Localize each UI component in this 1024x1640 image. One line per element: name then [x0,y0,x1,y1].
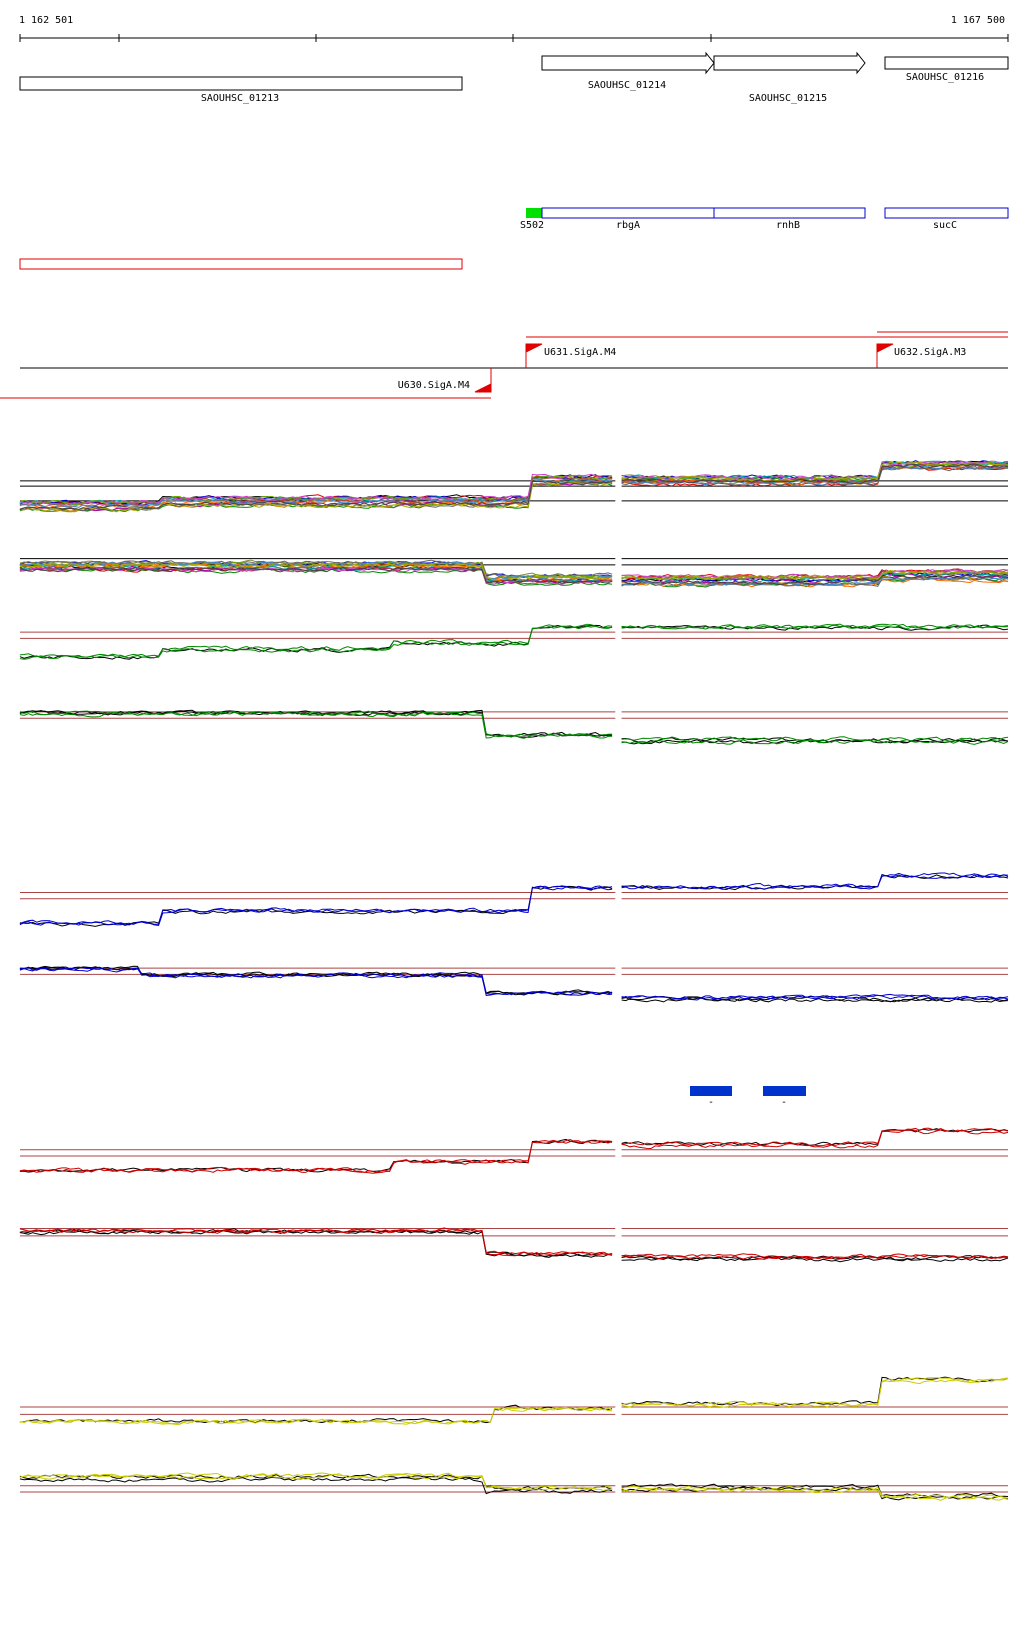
trace [621,994,1009,1001]
region-box [19,258,463,270]
trace [19,566,613,584]
trace [621,1378,1009,1408]
feature-label: rnhB [776,220,800,231]
trace [621,569,1009,580]
condition-box [763,1086,806,1096]
gene-box [19,76,463,91]
trace [19,562,613,581]
gene-label: SAOUHSC_01213 [201,93,279,104]
trace [19,885,613,927]
promoter-label: U632.SigA.M3 [894,347,966,358]
trace [621,1129,1009,1150]
trace [621,1256,1009,1263]
feature-label: S502 [520,220,544,231]
start-coordinate: 1 162 501 [19,15,73,26]
trace [19,625,613,660]
feature-box [526,208,542,218]
promoter-label: U630.SigA.M4 [398,380,470,391]
trace [621,873,1009,891]
trace [621,575,1009,586]
trace [19,710,613,739]
trace [621,574,1009,586]
trace [621,576,1009,588]
trace [621,997,1009,1003]
promoter-label: U631.SigA.M4 [544,347,616,358]
trace [19,473,613,505]
trace [19,885,613,927]
gene-box [884,56,1009,70]
trace [621,463,1009,485]
feature-box [541,207,715,219]
trace [19,885,613,926]
trace [621,461,1009,483]
feature-box [713,207,866,219]
condition-label: - [781,1097,787,1108]
promoter-flag [876,343,894,368]
trace [19,709,613,738]
trace [621,1486,1009,1501]
trace [621,1253,1009,1260]
gene-arrow [541,51,715,75]
feature-label: sucC [933,220,957,231]
tracks: 1 162 501 1 167 500 SAOUHSC_01213 SAOUHS… [0,15,1009,1108]
trace [19,481,613,513]
feature-box [884,207,1009,219]
trace [621,1127,1009,1147]
gene-arrow [713,51,866,75]
trace [19,1407,613,1425]
trace [19,1139,613,1174]
feature-label: rbgA [616,220,640,231]
gene-label: SAOUHSC_01215 [749,93,827,104]
trace [19,1406,613,1425]
ruler-ticks [19,34,1009,42]
trace [19,623,613,658]
promoter-flag [525,343,543,368]
condition-label: - [708,1097,714,1108]
trace [621,1376,1009,1407]
trace [19,966,613,996]
trace [19,1138,613,1174]
trace [19,1228,613,1256]
trace [19,480,613,511]
condition-box [690,1086,732,1096]
trace [19,560,613,580]
trace [19,478,613,509]
trace [19,1472,613,1490]
trace [621,736,1009,742]
trace [621,1487,1009,1501]
promoter-flag [474,368,492,393]
trace [621,1377,1009,1407]
gene-label: SAOUHSC_01216 [906,72,984,83]
trace [19,967,613,996]
end-coordinate: 1 167 500 [951,15,1005,26]
expression-traces [19,460,1009,1501]
trace [621,461,1009,483]
gene-label: SAOUHSC_01214 [588,80,666,91]
trace [621,1485,1009,1499]
trace [621,623,1009,631]
